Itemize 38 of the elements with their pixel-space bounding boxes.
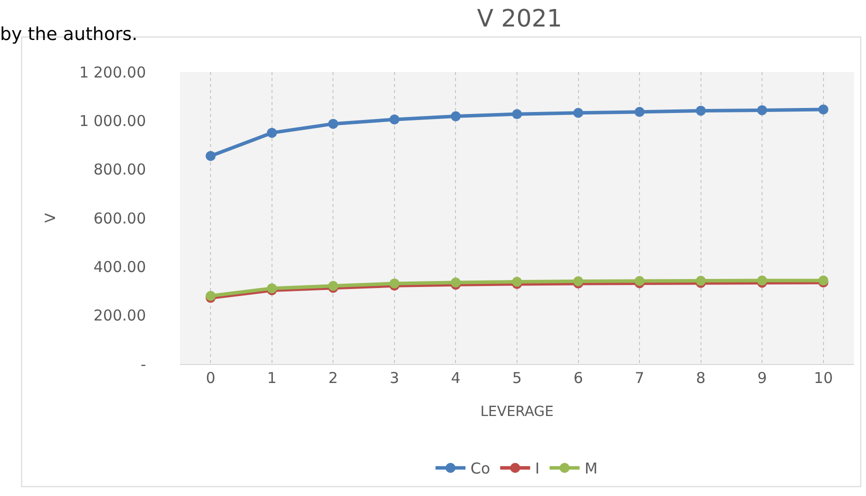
x-tick-label: 8 [696,369,706,387]
chart-title: V 2021 [477,4,562,33]
legend-label: M [584,460,598,478]
point [266,128,277,138]
y-axis-title: V [42,212,59,223]
point [696,106,706,116]
y-tick-label: 800.00 [94,160,146,179]
point [512,109,522,120]
point [757,105,768,116]
point [573,108,584,118]
y-tick-label: 1 000.00 [79,112,146,130]
x-tick-label: 7 [634,369,644,387]
point [328,118,338,129]
legend-label: Co [470,460,490,478]
y-tick-label: 1 200.00 [79,63,146,82]
point [634,106,645,117]
x-tick-label: 2 [328,369,338,387]
point [206,150,216,161]
point [818,104,828,114]
y-tick-label: 200.00 [94,306,146,325]
point [389,278,400,288]
point [450,277,461,288]
x-axis-title: LEVERAGE [480,404,554,420]
y-tick-label: - [140,355,146,374]
point [389,114,400,124]
legend-label: I [535,460,540,478]
x-tick-label: 6 [573,369,584,387]
x-tick-label: 9 [757,369,767,387]
x-tick-label: 0 [206,369,216,387]
x-tick-label: 10 [814,369,833,387]
y-tick-label: 400.00 [94,258,146,276]
x-tick-label: 3 [390,369,400,387]
x-tick-label: 5 [512,369,522,387]
y-tick-label: 600.00 [94,209,146,228]
x-tick-label: 1 [267,369,277,387]
x-tick-label: 4 [450,369,461,387]
point [450,111,461,122]
text: by the authors. [0,24,138,45]
